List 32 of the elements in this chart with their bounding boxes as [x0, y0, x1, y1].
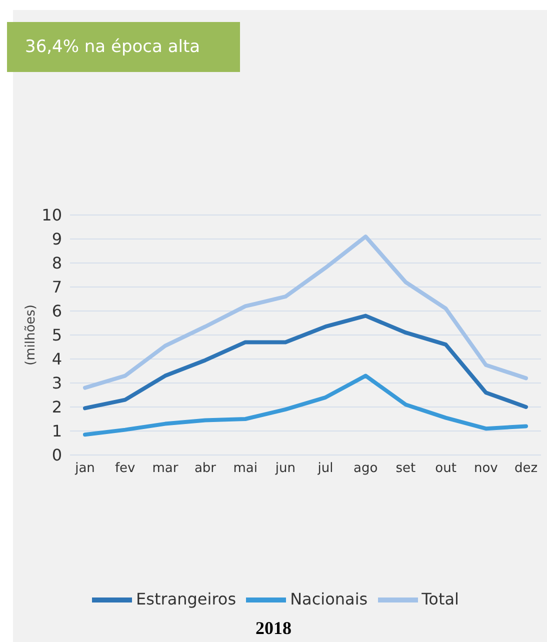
y-tick-label: 5	[52, 326, 62, 345]
line-series	[83, 374, 528, 437]
y-tick-label: 8	[52, 254, 62, 273]
y-tick-label: 7	[52, 278, 62, 297]
x-tick-label: set	[396, 461, 416, 476]
x-tick-label: jan	[74, 461, 95, 476]
y-tick-label: 0	[52, 446, 62, 465]
y-tick-label: 10	[42, 206, 62, 225]
legend-label: Nacionais	[290, 589, 368, 608]
chart-title: 36,4% na época alta	[7, 22, 240, 72]
text: 2018	[254, 618, 292, 639]
legend-label: Estrangeiros	[136, 589, 236, 608]
y-tick-label: 4	[52, 350, 62, 369]
x-tick-label: abr	[194, 461, 217, 476]
line-series	[83, 314, 528, 410]
x-tick-label: jul	[316, 461, 334, 476]
legend-label: Total	[422, 589, 459, 608]
y-tick-label: 1	[52, 422, 62, 441]
x-tick-label: out	[435, 461, 456, 476]
x-tick-label: mar	[152, 461, 179, 476]
y-tick-label: 6	[52, 302, 62, 321]
line-series	[83, 234, 528, 390]
y-tick-label: 2	[52, 398, 62, 417]
x-tick-label: ago	[354, 461, 378, 476]
x-tick-label: jun	[274, 461, 296, 476]
y-tick-label: 3	[52, 374, 62, 393]
x-tick-label: mai	[233, 461, 258, 476]
x-tick-label: fev	[114, 461, 136, 476]
y-tick-label: 9	[52, 230, 62, 249]
x-tick-label: dez	[514, 461, 538, 476]
y-axis-title: (milhões)	[24, 304, 39, 366]
x-tick-label: nov	[474, 461, 498, 476]
